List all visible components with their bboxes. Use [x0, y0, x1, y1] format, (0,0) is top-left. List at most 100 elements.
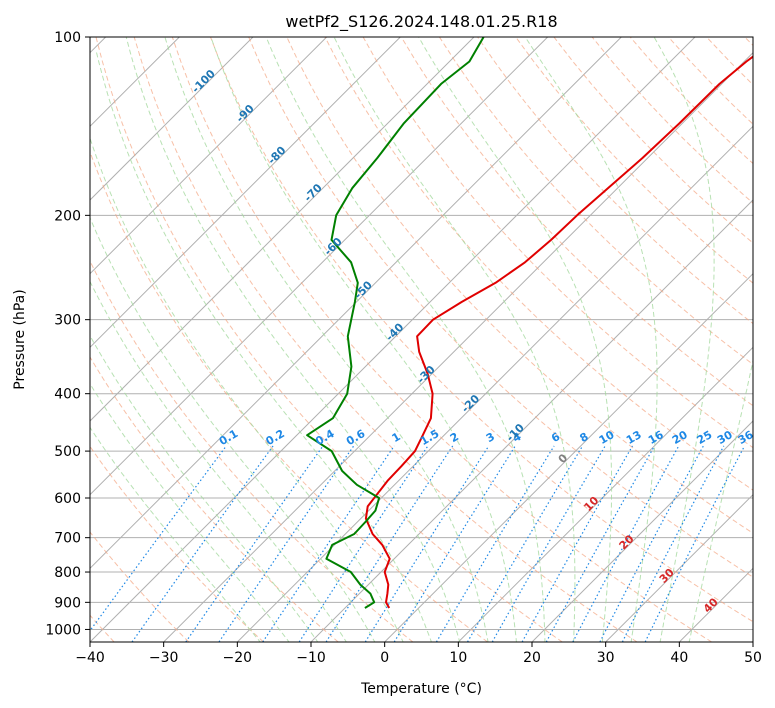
- moist-adiabat: [90, 216, 376, 642]
- mixing-ratio-label: 2: [448, 430, 461, 445]
- y-tick-label: 700: [54, 531, 81, 547]
- dry-adiabat: [400, 37, 753, 407]
- mixing-ratio-label: 0.2: [263, 427, 286, 448]
- isotherm-label: -80: [265, 144, 288, 167]
- moist-adiabat: [688, 358, 753, 642]
- moist-adiabat: [90, 382, 290, 642]
- chart-title: wetPf2_S126.2024.148.01.25.R18: [285, 12, 557, 32]
- moist-adiabat: [524, 37, 658, 642]
- moist-adiabat: [95, 49, 432, 642]
- dry-adiabat: [668, 37, 753, 125]
- mixing-ratio-line: [298, 445, 429, 642]
- moist-adiabat: [653, 37, 715, 642]
- moist-adiabat: [90, 136, 404, 642]
- mixing-ratio-line: [262, 445, 395, 642]
- mixing-ratio-label: 1: [390, 430, 403, 445]
- dry-adiabat: [744, 37, 753, 47]
- x-axis: −40 −30 −20 −10 0 10 20 30 40 50: [75, 642, 762, 666]
- isotherm-label: -30: [415, 363, 438, 386]
- moist-adiabat: [90, 334, 319, 642]
- mixing-ratio-line: [325, 445, 454, 642]
- dry-adiabat: [133, 37, 638, 642]
- y-tick-label: 300: [54, 313, 81, 329]
- isotherm-label: -90: [234, 102, 257, 125]
- dry-adiabat: [90, 150, 488, 642]
- dry-adiabat: [515, 37, 753, 284]
- moist-adiabat: [125, 37, 461, 642]
- dewpoint-profile-line: [306, 37, 485, 609]
- mixing-ratio-line: [185, 445, 324, 642]
- plot-frame: [89, 36, 754, 643]
- dry-adiabat: [324, 37, 753, 491]
- x-tick-label: 30: [597, 650, 615, 666]
- mixing-ratio-label: 1.5: [418, 427, 441, 448]
- isotherm-line: [90, 37, 254, 201]
- mixing-ratio-line: [364, 445, 490, 642]
- y-tick-label: 400: [54, 387, 81, 403]
- mixing-ratio-label: 20: [670, 428, 690, 447]
- mixing-ratio-label: 16: [646, 428, 666, 447]
- x-tick-label: 20: [523, 650, 541, 666]
- mixing-ratio-label: 3: [484, 430, 497, 445]
- isotherm-line: [531, 420, 753, 642]
- moist-adiabat: [164, 37, 489, 642]
- x-tick-label: −40: [75, 650, 105, 666]
- isotherm-label: 40: [701, 595, 721, 615]
- isotherm-line: [90, 37, 475, 422]
- isotherm-line: [90, 37, 622, 570]
- moist-adiabat: [210, 37, 518, 642]
- y-axis: 100 200 300 400 500 600 700 800 900 1000: [45, 30, 90, 638]
- mixing-ratio-line: [545, 445, 656, 642]
- y-tick-label: 600: [54, 491, 81, 507]
- isotherm-line: [752, 641, 753, 642]
- mixing-ratio-line: [599, 445, 704, 642]
- dry-adiabat: [362, 37, 753, 449]
- isotherm-line: [310, 199, 753, 642]
- line-labels: 0.1 0.2 0.4 0.6 1 1.5 2 3 4 6 8 10 13 16 20 25 30 36-100-…: [189, 67, 756, 616]
- y-tick-label: 100: [54, 30, 81, 46]
- mixing-ratio-line: [218, 445, 355, 642]
- y-tick-label: 800: [54, 565, 81, 581]
- y-tick-label: 200: [54, 208, 81, 224]
- mixing-ratio-line: [393, 445, 516, 642]
- y-tick-label: 1000: [45, 622, 81, 638]
- series-layer: [306, 37, 753, 609]
- isotherm-line: [605, 493, 753, 642]
- isotherm-line: [236, 125, 753, 642]
- y-axis-label: Pressure (hPa): [12, 289, 28, 389]
- moist-adiabat: [265, 37, 546, 642]
- isotherm-label: -70: [302, 181, 325, 204]
- isotherm-line: [384, 272, 753, 642]
- mixing-ratio-line: [621, 445, 725, 642]
- isotherm-line: [90, 37, 401, 349]
- isotherm-line: [457, 346, 753, 642]
- y-tick-label: 900: [54, 595, 81, 611]
- dry-adiabat: [95, 37, 563, 642]
- dry-adiabat: [210, 37, 753, 623]
- temperature-profile-line: [364, 55, 753, 609]
- x-tick-label: −30: [149, 650, 179, 666]
- mixing-ratio-label: 25: [695, 428, 715, 447]
- mixing-ratio-line: [131, 445, 274, 642]
- x-tick-label: −20: [223, 650, 253, 666]
- dry-adiabat: [171, 37, 712, 642]
- dry-adiabat: [591, 37, 753, 204]
- dry-adiabat: [90, 356, 339, 642]
- isotherm-line: [90, 37, 696, 642]
- isotherm-line: [90, 37, 549, 496]
- mixing-ratio-line: [90, 445, 227, 632]
- mixing-ratio-label: 30: [715, 428, 735, 447]
- moist-adiabat: [90, 426, 261, 642]
- isotherm-line: [90, 37, 328, 275]
- moist-adiabat: [418, 37, 613, 642]
- mixing-ratio-label: 0.4: [313, 427, 337, 448]
- dry-adiabat: [248, 37, 753, 578]
- isotherm-label: -100: [189, 67, 218, 96]
- background-lines: [90, 37, 753, 642]
- isotherm-line: [678, 567, 753, 642]
- x-tick-label: −10: [296, 650, 326, 666]
- dry-adiabat: [90, 445, 264, 642]
- dry-adiabat: [90, 531, 190, 642]
- y-tick-label: 500: [54, 444, 81, 460]
